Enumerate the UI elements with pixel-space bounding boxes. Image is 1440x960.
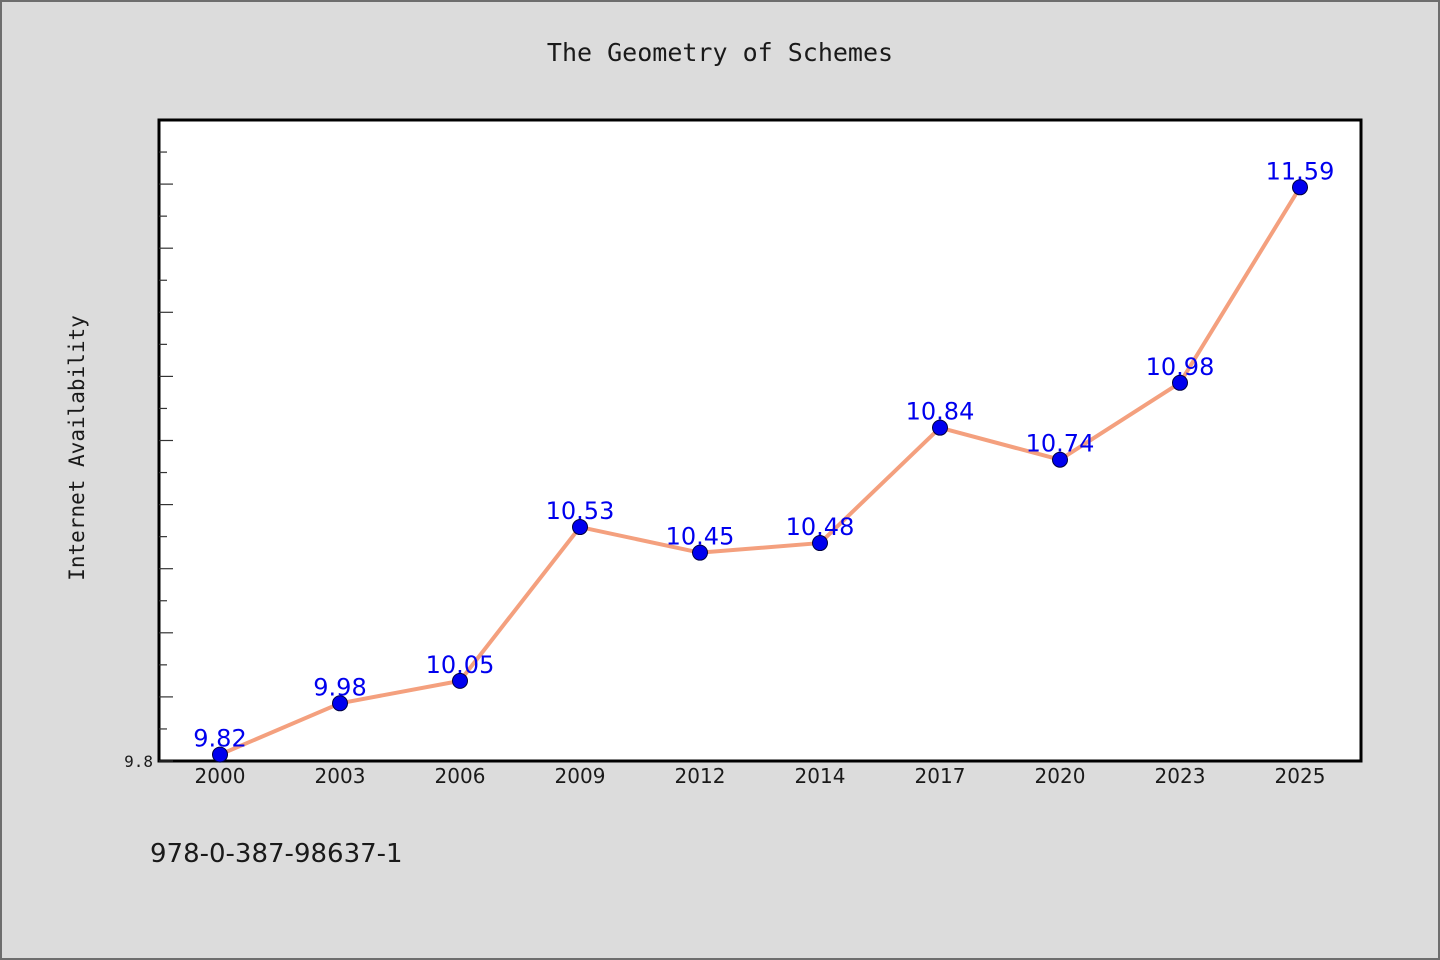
y-axis-label: Internet Availability [65,315,89,581]
data-point [1172,374,1188,391]
data-point [572,519,588,536]
x-tick-label: 2000 [195,764,246,788]
data-point [812,535,828,552]
data-point [452,672,468,689]
data-label: 9.98 [313,673,366,701]
chart-title: The Geometry of Schemes [547,38,893,67]
series-line-segment [818,425,942,546]
x-axis-tick-labels: 2000 2003 2006 2009 2012 2014 2017 2020 2023 2025 [195,764,1326,788]
x-tick-label: 2009 [555,764,606,788]
x-tick-label: 2025 [1275,764,1326,788]
data-points [212,179,1308,763]
x-tick-label: 2003 [315,764,366,788]
data-point [1052,451,1068,468]
data-point [1292,179,1308,196]
series-line-segment [458,525,582,683]
x-tick-label: 2012 [675,764,726,788]
data-label: 10.45 [666,523,735,551]
y-axis-tick-labels: 9.8 [124,752,153,771]
series-line-segment [1178,185,1302,385]
data-point [932,419,948,436]
data-point [212,746,228,763]
series-line-segment [338,678,462,706]
data-label: 10.84 [906,398,975,426]
data-point [332,695,348,712]
data-point [692,544,708,561]
data-label: 10.48 [786,513,855,541]
x-tick-label: 2006 [435,764,486,788]
data-label: 10.74 [1026,430,1095,458]
data-label: 10.05 [426,651,495,679]
y-axis-ticks [159,151,173,762]
x-tick-label: 2020 [1035,764,1086,788]
series-line-segment [1058,380,1182,462]
x-tick-label: 2017 [915,764,966,788]
series-line-segment [698,541,822,555]
data-label: 11.59 [1266,157,1335,185]
data-label: 10.53 [546,497,615,525]
x-tick-label: 2014 [795,764,846,788]
series-line-segment [218,701,342,757]
data-labels: 9.82 9.98 10.05 10.53 10.45 10.48 10.84 10.74 10… [193,157,1334,752]
series-line-segment [578,525,702,555]
data-label: 10.98 [1146,353,1215,381]
data-label: 9.82 [193,725,246,753]
plot-area [157,118,1363,763]
y-tick-label: 9.8 [124,752,153,771]
isbn-footer: 978-0-387-98637-1 [150,839,403,869]
series-line-segment [938,425,1062,462]
series-lines [218,185,1302,757]
x-tick-label: 2023 [1155,764,1206,788]
